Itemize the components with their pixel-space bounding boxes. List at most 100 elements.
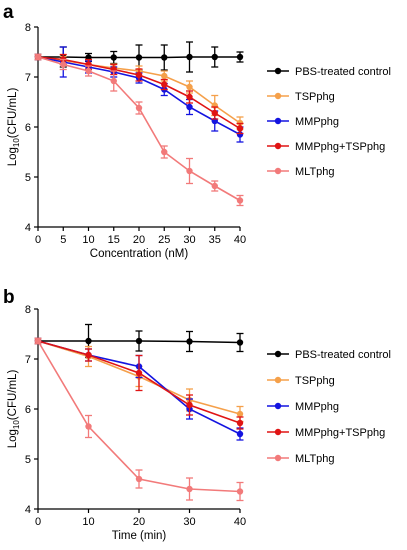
legend-marker: [274, 428, 282, 436]
legend-entry: MMPphg+TSPphg: [267, 141, 385, 153]
data-point: [135, 475, 143, 483]
data-point: [236, 125, 244, 132]
legend-marker: [274, 92, 282, 100]
y-tick-label: 5: [25, 172, 31, 184]
legend-entry: PBS-treated control: [267, 349, 391, 361]
x-tick-label: 40: [234, 234, 246, 246]
data-point: [236, 53, 244, 61]
data-point: [110, 54, 117, 61]
y-axis-title: Log10(CFU/mL): [7, 88, 21, 167]
legend-label: MMPphg: [295, 401, 339, 413]
data-point: [135, 71, 143, 79]
data-point: [186, 338, 193, 345]
x-tick-label: 25: [158, 234, 170, 246]
data-point: [60, 61, 67, 68]
y-tick-label: 5: [25, 454, 31, 466]
data-point: [34, 53, 42, 61]
legend-entry: TSPphg: [267, 375, 335, 387]
x-tick-label: 0: [35, 234, 41, 246]
y-tick-label: 6: [25, 122, 31, 134]
legend-entry: MLTphg: [267, 166, 335, 178]
panel-label: b: [3, 287, 15, 308]
data-point: [186, 401, 193, 409]
data-point: [135, 54, 143, 61]
legend-entry: MLTphg: [267, 453, 335, 465]
data-point: [161, 148, 168, 156]
data-point: [236, 410, 244, 418]
data-point: [236, 419, 244, 427]
legend-label: TSPphg: [295, 375, 335, 387]
data-point: [236, 488, 244, 495]
series-5: [34, 53, 244, 207]
data-point: [85, 67, 92, 75]
legend-label: PBS-treated control: [295, 349, 391, 361]
data-point: [85, 337, 92, 345]
data-point: [110, 77, 117, 85]
legend-entry: MMPphg: [267, 116, 339, 128]
x-tick-label: 40: [234, 516, 246, 528]
data-point: [236, 197, 244, 204]
x-tick-label: 20: [133, 516, 145, 528]
data-point: [135, 337, 143, 345]
y-axis-title-suffix: (CFU/mL): [7, 370, 19, 421]
data-point: [186, 167, 193, 175]
y-tick-label: 8: [25, 22, 31, 34]
data-point: [211, 53, 218, 61]
x-tick-label: 0: [35, 516, 41, 528]
y-axis-title-subscript: 10: [12, 138, 21, 147]
x-tick-label: 5: [60, 234, 66, 246]
y-axis-title-subscript: 10: [12, 420, 21, 429]
legend-label: MLTphg: [295, 453, 335, 465]
data-point: [186, 103, 193, 111]
data-point: [186, 93, 193, 101]
legend-marker: [274, 454, 282, 462]
y-tick-label: 4: [25, 222, 31, 234]
y-tick-label: 7: [25, 354, 31, 366]
data-point: [85, 351, 92, 359]
legend-entry: MMPphg+TSPphg: [267, 427, 385, 439]
series-1: [34, 323, 244, 359]
x-tick-label: 10: [82, 234, 94, 246]
y-axis-title-suffix: (CFU/mL): [7, 88, 19, 139]
x-tick-label: 30: [183, 516, 195, 528]
legend-marker: [274, 117, 282, 125]
data-point: [161, 81, 168, 88]
legend-marker: [274, 402, 282, 410]
data-point: [34, 337, 42, 345]
x-axis-title: Time (min): [112, 530, 167, 542]
y-tick-label: 4: [25, 504, 31, 516]
y-axis-title-prefix: Log: [7, 429, 19, 448]
legend-marker: [274, 350, 282, 358]
data-point: [186, 485, 193, 493]
data-point: [186, 83, 193, 91]
series-5: [34, 337, 244, 502]
legend-marker: [274, 142, 282, 150]
data-point: [135, 104, 143, 112]
legend-label: MLTphg: [295, 166, 335, 178]
x-tick-label: 10: [82, 516, 94, 528]
y-axis-title-prefix: Log: [7, 147, 19, 166]
legend-label: MMPphg+TSPphg: [295, 141, 385, 153]
data-point: [236, 430, 244, 438]
x-tick-label: 20: [133, 234, 145, 246]
data-point: [85, 423, 92, 430]
x-axis-title: Concentration (nM): [90, 248, 189, 260]
data-point: [211, 182, 218, 190]
y-tick-label: 7: [25, 72, 31, 84]
x-tick-label: 30: [183, 234, 195, 246]
data-point: [161, 54, 168, 61]
legend-label: MMPphg: [295, 116, 339, 128]
y-tick-label: 6: [25, 404, 31, 416]
x-tick-label: 15: [108, 234, 120, 246]
legend-entry: MMPphg: [267, 401, 339, 413]
legend-marker: [274, 167, 282, 175]
data-point: [236, 339, 244, 346]
legend-entry: TSPphg: [267, 91, 335, 103]
y-axis-title: Log10(CFU/mL): [7, 370, 21, 449]
y-tick-label: 8: [25, 304, 31, 316]
data-point: [211, 109, 218, 117]
legend-marker: [274, 376, 282, 384]
panel-a: a 4 5 6 7 8 0 5 10 15 20 25 30 35 40 Concentration (nM)…: [3, 2, 391, 260]
